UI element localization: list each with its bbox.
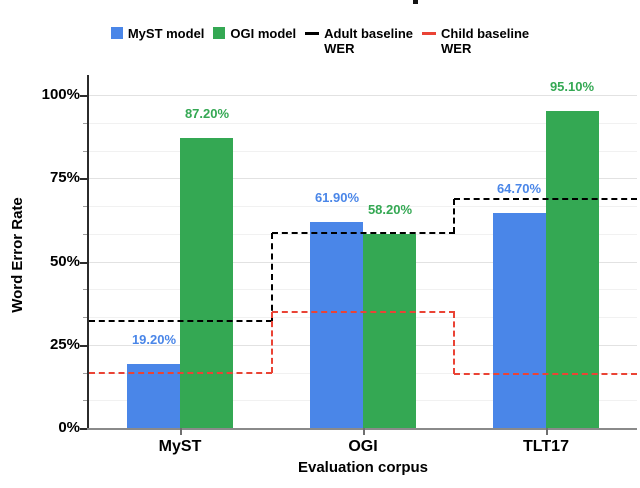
legend-item-myst-model: MyST model	[110, 26, 205, 41]
gridline	[89, 123, 637, 124]
gridline	[89, 151, 637, 152]
bar-value-label: 19.20%	[131, 332, 177, 347]
y-axis-tick	[83, 400, 87, 401]
child-baseline-wer-connector	[271, 312, 273, 373]
y-tick-label: 0%	[58, 419, 80, 436]
child-baseline-wer-connector	[453, 312, 455, 374]
bar-myst-model-ogi	[310, 222, 363, 428]
legend-label: Child baseline WER	[441, 26, 529, 56]
legend-label: MyST model	[127, 26, 205, 41]
legend: MyST model OGI model Adult baseline WER …	[0, 26, 640, 56]
cropped-title-fragment	[413, 0, 418, 4]
adult-baseline-dash-icon	[305, 32, 320, 35]
x-axis-tick	[363, 428, 365, 435]
legend-label-line: WER	[324, 41, 355, 56]
y-axis-tick	[80, 178, 87, 180]
gridline	[89, 178, 637, 179]
bar-value-label: 95.10%	[549, 79, 595, 94]
x-axis-tick	[546, 428, 548, 435]
x-axis-title: Evaluation corpus	[297, 459, 429, 476]
legend-label-line: Child baseline	[441, 26, 530, 41]
y-axis-tick	[80, 428, 87, 430]
legend-label: Adult baseline WER	[324, 26, 413, 56]
bar-value-label: 58.20%	[367, 202, 413, 217]
bar-value-label: 64.70%	[496, 181, 542, 196]
y-axis-tick	[83, 373, 87, 374]
adult-baseline-wer-segment	[272, 232, 455, 234]
y-axis-tick	[83, 234, 87, 235]
child-baseline-wer-segment	[454, 373, 637, 375]
bar-value-label: 61.90%	[314, 190, 360, 205]
y-axis-line	[87, 75, 89, 428]
legend-item-adult-baseline: Adult baseline WER	[305, 26, 413, 56]
legend-label-line: Adult baseline	[324, 26, 414, 41]
gridline	[89, 206, 637, 207]
y-tick-label: 100%	[41, 86, 80, 103]
adult-baseline-wer-connector	[453, 199, 455, 233]
y-axis-tick	[80, 95, 87, 97]
y-axis-tick	[83, 206, 87, 207]
gridline	[89, 95, 637, 96]
y-tick-label: 75%	[49, 169, 80, 186]
bar-ogi-model-ogi	[363, 234, 416, 428]
x-tick-label: OGI	[348, 438, 378, 455]
bar-myst-model-tlt17	[493, 213, 546, 428]
y-axis-tick	[80, 345, 87, 347]
child-baseline-wer-segment	[89, 372, 272, 374]
child-baseline-dash-icon	[422, 32, 437, 35]
x-tick-label: MyST	[158, 438, 202, 455]
adult-baseline-wer-segment	[454, 198, 637, 200]
bar-myst-model-myst	[127, 364, 180, 428]
bar-ogi-model-myst	[180, 138, 233, 428]
y-axis-title: Word Error Rate	[9, 197, 26, 313]
y-axis-tick	[83, 123, 87, 124]
bar-ogi-model-tlt17	[546, 111, 599, 428]
bar-value-label: 87.20%	[184, 106, 230, 121]
y-axis-tick	[83, 317, 87, 318]
child-baseline-wer-segment	[272, 311, 455, 313]
legend-item-ogi-model: OGI model	[213, 26, 296, 41]
adult-baseline-wer-segment	[89, 320, 272, 322]
adult-baseline-wer-connector	[271, 233, 273, 321]
x-axis-tick	[180, 428, 182, 435]
x-axis-line	[87, 428, 637, 430]
legend-label: OGI model	[230, 26, 297, 41]
y-axis-tick	[83, 151, 87, 152]
ogi-model-swatch-icon	[213, 27, 226, 39]
y-axis-tick	[80, 262, 87, 264]
y-axis-tick	[83, 289, 87, 290]
legend-label-line: WER	[441, 41, 472, 56]
myst-model-swatch-icon	[110, 27, 123, 39]
x-tick-label: TLT17	[523, 438, 569, 455]
y-tick-label: 50%	[49, 253, 80, 270]
legend-item-child-baseline: Child baseline WER	[422, 26, 529, 56]
y-tick-label: 25%	[49, 336, 80, 353]
